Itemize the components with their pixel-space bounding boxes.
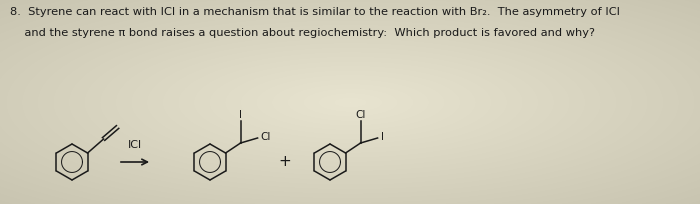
Text: Cl: Cl [260, 132, 271, 142]
Text: +: + [279, 154, 291, 170]
Text: I: I [239, 110, 242, 120]
Text: ICl: ICl [128, 140, 142, 150]
Text: Cl: Cl [356, 110, 366, 120]
Text: I: I [381, 132, 384, 142]
Text: and the styrene π bond raises a question about regiochemistry:  Which product is: and the styrene π bond raises a question… [10, 28, 595, 38]
Text: 8.  Styrene can react with ICl in a mechanism that is similar to the reaction wi: 8. Styrene can react with ICl in a mecha… [10, 7, 620, 17]
